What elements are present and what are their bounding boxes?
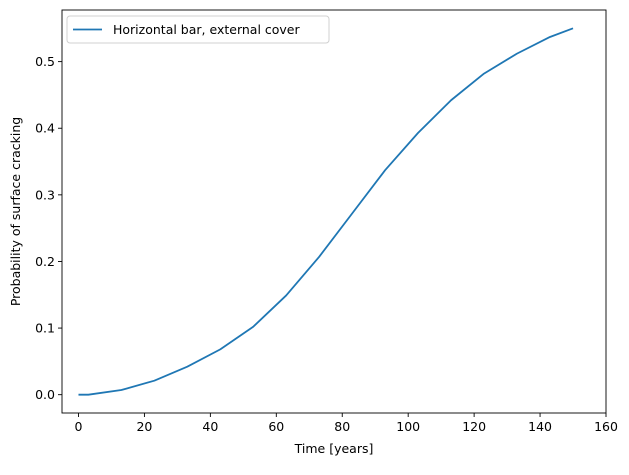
y-axis-label: Probability of surface cracking [8, 117, 23, 306]
x-tick-label: 120 [462, 419, 486, 434]
y-tick-label: 0.2 [35, 254, 55, 269]
y-tick-label: 0.3 [35, 187, 55, 202]
x-tick-label: 140 [528, 419, 552, 434]
legend: Horizontal bar, external cover [66, 15, 330, 44]
x-axis-label: Time [years] [294, 441, 374, 456]
x-tick-label: 160 [594, 419, 618, 434]
y-tick-label: 0.1 [35, 321, 55, 336]
x-tick-label: 20 [136, 419, 152, 434]
plot-area-frame [61, 9, 607, 414]
y-axis-ticks: 0.0 0.1 0.2 0.3 0.4 0.5 [35, 54, 62, 402]
x-tick-label: 0 [75, 419, 83, 434]
x-axis-ticks: 0 20 40 60 80 100 120 140 160 [75, 413, 618, 434]
legend-entry-label: Horizontal bar, external cover [113, 22, 300, 37]
series-line-0 [78, 27, 574, 396]
x-tick-label: 80 [334, 419, 350, 434]
legend-box [66, 15, 330, 44]
series-layer [78, 27, 574, 396]
y-tick-label: 0.0 [35, 387, 55, 402]
y-tick-label: 0.5 [35, 54, 55, 69]
x-tick-label: 100 [396, 419, 420, 434]
y-tick-label: 0.4 [35, 121, 55, 136]
x-tick-label: 40 [202, 419, 218, 434]
x-tick-label: 60 [268, 419, 284, 434]
